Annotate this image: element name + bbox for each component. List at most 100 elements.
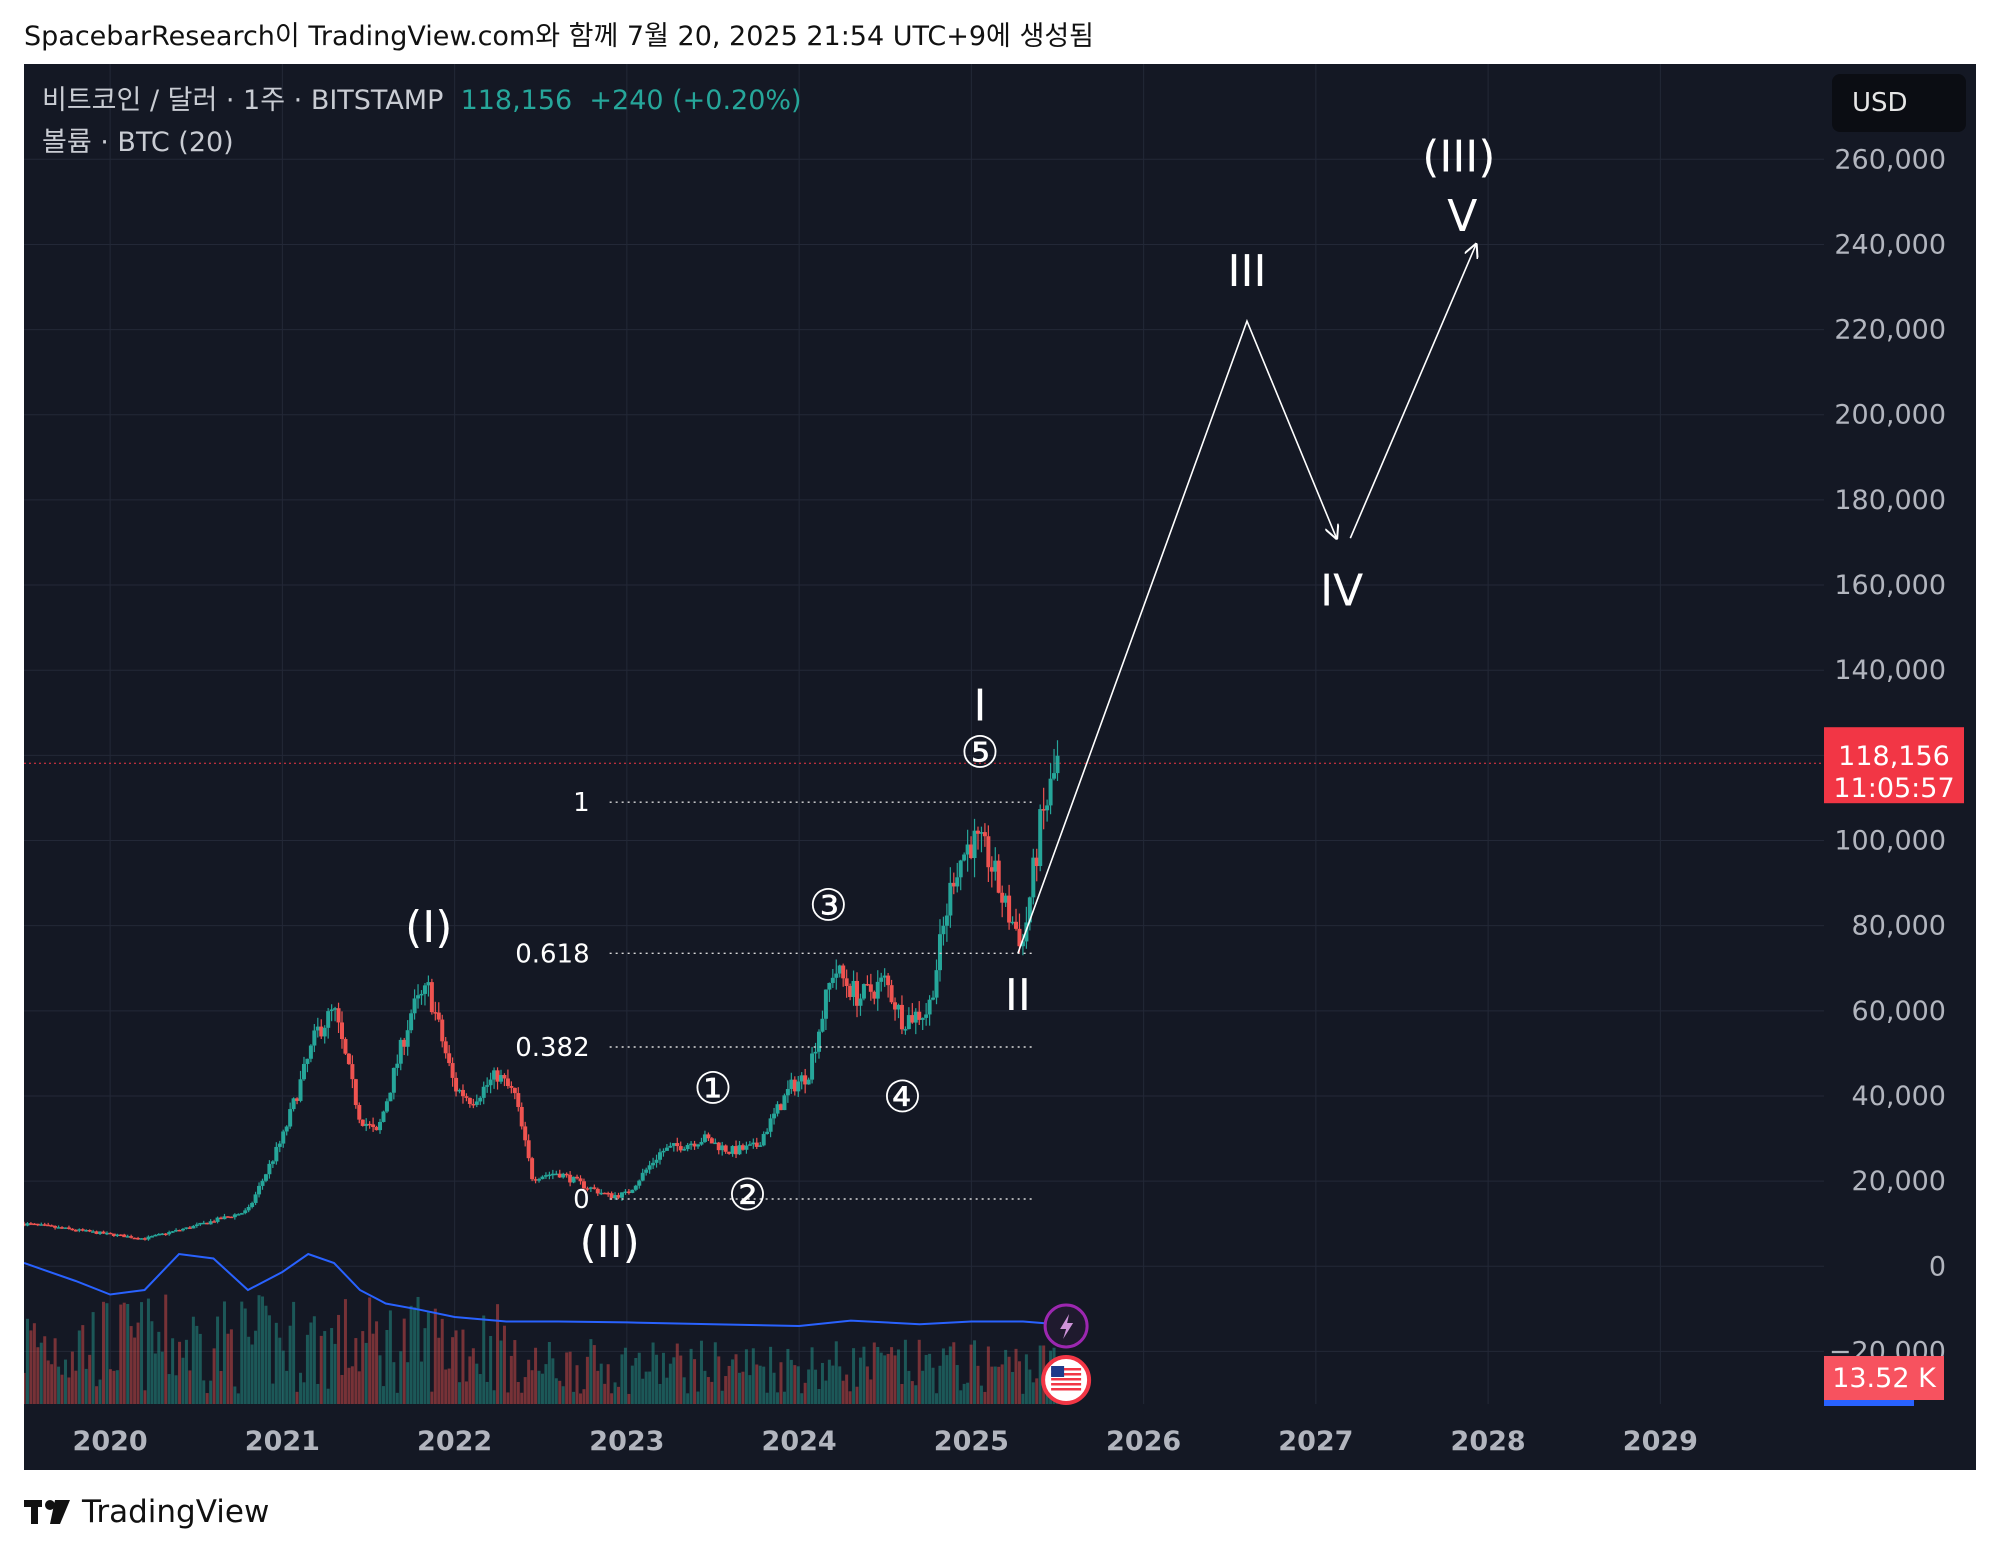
volume-bar: [527, 1359, 531, 1404]
volume-bar: [966, 1382, 970, 1404]
volume-bar: [36, 1347, 40, 1404]
volume-bar: [858, 1357, 862, 1404]
volume-legend[interactable]: 볼륨 · BTC (20): [42, 127, 234, 158]
volume-bar: [205, 1393, 209, 1404]
candle-body: [716, 1142, 721, 1151]
volume-bar: [955, 1365, 959, 1404]
volume-bar: [990, 1366, 994, 1404]
candle-body: [419, 993, 424, 996]
volume-bar: [686, 1393, 690, 1404]
volume-bar: [264, 1305, 268, 1404]
volume-bar: [1031, 1382, 1035, 1404]
candle-body: [322, 1027, 327, 1037]
volume-bar: [399, 1351, 403, 1404]
candle-body: [498, 1075, 503, 1082]
candle-body: [367, 1123, 372, 1126]
candle-body: [913, 1011, 918, 1023]
y-tick-label: 40,000: [1852, 1081, 1946, 1112]
volume-bar: [482, 1315, 486, 1404]
elliott-wave-label: ④: [883, 1072, 922, 1123]
candle-body: [993, 860, 998, 872]
volume-bar: [831, 1365, 835, 1404]
candle-body: [796, 1081, 801, 1092]
candle-body: [177, 1229, 182, 1232]
candle-body: [917, 1011, 922, 1020]
volume-bar: [461, 1329, 465, 1404]
flag-canton: [1051, 1366, 1065, 1377]
volume-bar: [762, 1366, 766, 1404]
volume-bar: [1011, 1371, 1015, 1404]
volume-bar: [496, 1304, 500, 1404]
candle-body: [219, 1217, 224, 1220]
volume-bar: [226, 1333, 230, 1404]
volume-bar: [758, 1365, 762, 1404]
candle-body: [225, 1216, 230, 1218]
candle-body: [675, 1143, 680, 1147]
volume-bar: [962, 1383, 966, 1404]
candle-body: [709, 1138, 714, 1144]
lightning-icon: [1060, 1314, 1074, 1339]
candle-body: [689, 1143, 694, 1146]
x-tick-label: 2024: [762, 1426, 837, 1457]
candle-body: [257, 1185, 262, 1195]
symbol-name[interactable]: 비트코인 / 달러 · 1주 · BITSTAMP: [42, 85, 444, 116]
volume-bar: [24, 1372, 26, 1404]
volume-bar: [1007, 1356, 1011, 1404]
volume-bar: [630, 1365, 634, 1404]
volume-bar: [146, 1298, 150, 1404]
candle-body: [772, 1113, 777, 1119]
volume-bar: [741, 1371, 745, 1404]
candle-body: [958, 860, 963, 878]
candle-body: [664, 1147, 669, 1151]
candle-body: [630, 1189, 635, 1193]
candle-body: [1048, 778, 1053, 806]
candle-body: [391, 1067, 396, 1093]
volume-tag: [1824, 1356, 1944, 1400]
candle-body: [212, 1221, 217, 1223]
candle-body: [1055, 755, 1060, 774]
elliott-wave-label: (II): [579, 1217, 639, 1268]
candle-body: [98, 1231, 103, 1234]
candle-body: [236, 1214, 241, 1216]
volume-bar: [312, 1316, 316, 1404]
candle-body: [581, 1181, 586, 1189]
candle-body: [951, 882, 956, 887]
volume-bar: [119, 1304, 123, 1404]
tradingview-logo[interactable]: TradingView: [24, 1494, 269, 1530]
candle-body: [80, 1229, 85, 1231]
candle-body: [775, 1104, 780, 1114]
volume-bar: [921, 1370, 925, 1404]
x-tick-label: 2027: [1278, 1426, 1353, 1457]
candle-body: [723, 1145, 728, 1152]
candle-body: [575, 1176, 580, 1179]
x-tick-label: 2022: [417, 1426, 492, 1457]
candle-body: [66, 1227, 71, 1229]
volume-bar: [789, 1359, 793, 1404]
candle-body: [46, 1224, 51, 1227]
candle-body: [855, 980, 860, 1006]
y-tick-label: 260,000: [1834, 144, 1946, 175]
volume-bar: [489, 1336, 493, 1404]
candle-body: [277, 1143, 282, 1147]
candle-body: [834, 973, 839, 978]
volume-bar: [209, 1380, 213, 1404]
price-tag-value: 118,156: [1838, 741, 1950, 772]
flag-stripe: [1051, 1368, 1082, 1371]
chart-panel[interactable]: 1 0.618 0.382 0 (I) (II) ① ② ③ ④ ⑤ I II III IV (III) V …: [24, 64, 1976, 1470]
volume-bar: [983, 1391, 987, 1404]
volume-bar: [222, 1301, 226, 1404]
volume-bar: [402, 1318, 406, 1404]
volume-bar: [292, 1301, 296, 1404]
candle-body: [194, 1224, 199, 1226]
flag-stripe: [1051, 1388, 1082, 1391]
candle-body: [810, 1053, 815, 1080]
volume-bar: [126, 1303, 130, 1404]
candle-body: [633, 1185, 638, 1190]
volume-bar: [178, 1341, 182, 1404]
chart-attribution: SpacebarResearch이 TradingView.com와 함께 7월…: [24, 21, 1094, 52]
currency-selector[interactable]: USD: [1832, 74, 1966, 132]
candle-body: [416, 995, 421, 999]
candle-body: [73, 1229, 78, 1232]
candle-body: [941, 925, 946, 935]
